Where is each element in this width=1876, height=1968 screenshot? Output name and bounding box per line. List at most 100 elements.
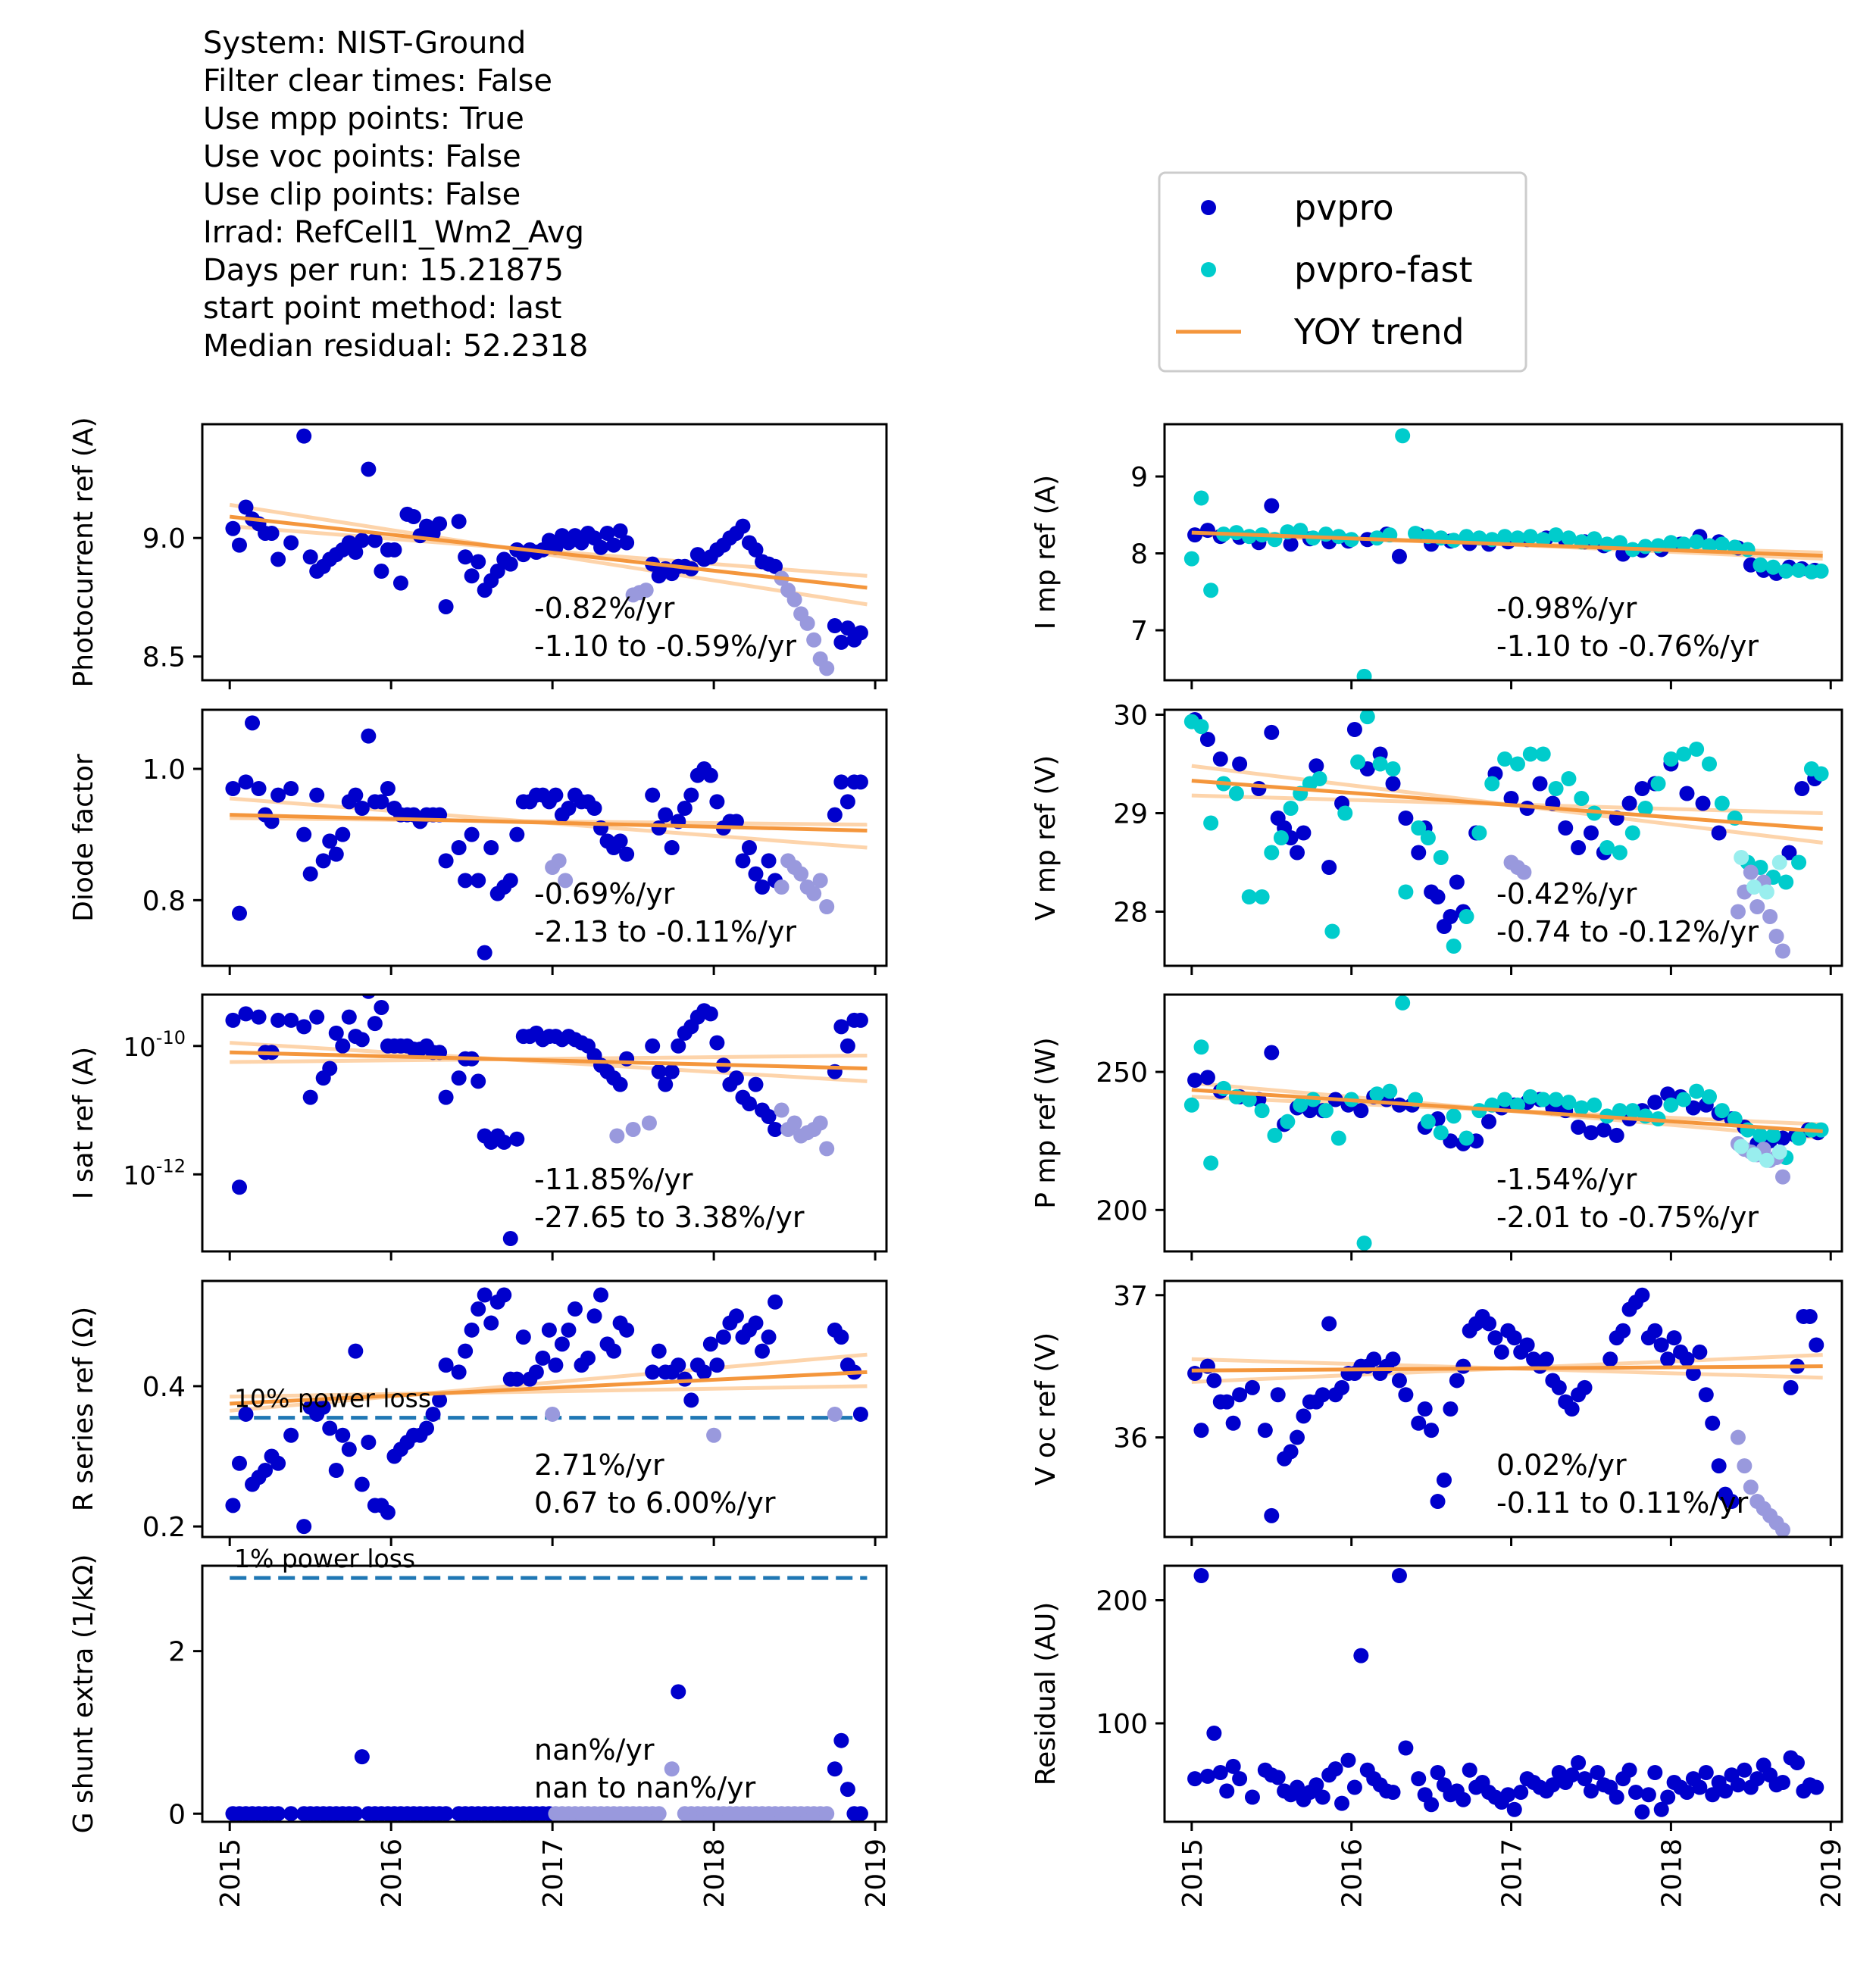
series-pvpro-fast-excluded [1734, 850, 1787, 900]
data-point [1443, 909, 1459, 924]
data-point [1212, 1765, 1228, 1780]
trend-annotation: -1.10 to -0.76%/yr [1496, 629, 1759, 663]
data-point [1676, 536, 1692, 552]
info-use-clip: Use clip points: False [203, 177, 521, 212]
trend-annotation: -0.11 to 0.11%/yr [1496, 1486, 1749, 1520]
data-point [833, 774, 849, 790]
data-point [741, 840, 757, 855]
info-system: System: NIST-Ground [203, 26, 527, 61]
data-point [1548, 781, 1564, 796]
panel-8: 36 37 V oc ref (V) 0.02%/yr -0.11 to 0.11%/y… [1030, 1279, 1843, 1546]
data-point [1509, 530, 1525, 546]
legend-label: YOY trend [1293, 311, 1465, 352]
data-point [1768, 929, 1784, 944]
plot-area [1183, 428, 1829, 680]
data-point [1264, 845, 1280, 861]
data-point [728, 1070, 744, 1086]
trend-ci-line [230, 1384, 868, 1399]
trend-annotation: -2.01 to -0.75%/yr [1496, 1201, 1759, 1234]
data-point [1679, 1351, 1695, 1367]
data-point [1487, 1330, 1503, 1346]
data-point [728, 814, 744, 829]
data-point [1430, 1765, 1446, 1780]
data-point [1391, 1568, 1407, 1583]
data-point [1446, 939, 1462, 954]
data-point [238, 774, 254, 790]
data-point [302, 866, 318, 882]
data-point [1774, 1775, 1790, 1790]
x-tick-label: 2018 [1656, 1838, 1687, 1908]
data-point [354, 1749, 370, 1765]
data-point [1711, 1458, 1727, 1474]
data-point [1660, 1351, 1676, 1367]
data-point [671, 1038, 686, 1054]
data-point [1759, 1152, 1774, 1168]
data-point [502, 556, 518, 572]
data-point [671, 1357, 686, 1373]
data-point [1193, 719, 1209, 735]
data-point [1609, 1789, 1624, 1805]
data-point [1791, 1130, 1807, 1146]
y-tick-label: 0.2 [142, 1512, 186, 1543]
data-point [1327, 1761, 1343, 1777]
data-point [1689, 1083, 1705, 1099]
info-irrad: Irrad: RefCell1_Wm2_Avg [203, 215, 585, 250]
data-point [1411, 845, 1427, 861]
data-point [1647, 1323, 1663, 1339]
y-tick-label: 28 [1113, 898, 1148, 929]
data-point [735, 518, 751, 534]
data-point [548, 787, 564, 803]
data-point [761, 1329, 777, 1345]
data-point [1602, 1351, 1618, 1367]
y-tick-label: 9.0 [142, 523, 186, 554]
series-pvpro [225, 995, 868, 1247]
plot-area [225, 1576, 868, 1822]
data-point [548, 1357, 564, 1373]
data-point [1532, 776, 1548, 792]
data-point [1283, 1444, 1299, 1460]
data-point [827, 1761, 843, 1777]
data-point [541, 1322, 557, 1338]
data-point [354, 801, 370, 816]
data-point [709, 1035, 725, 1051]
trend-annotation: -0.69%/yr [534, 877, 675, 911]
panel-10: 2015 2016 2017 2018 2019 100 200 Residual (AU) [1030, 1564, 1847, 1908]
data-point [1705, 1787, 1721, 1803]
data-point [567, 1301, 583, 1317]
data-point [545, 1406, 561, 1422]
data-point [1309, 758, 1324, 774]
data-point [840, 620, 855, 636]
y-tick-label: 9 [1130, 462, 1148, 493]
info-use-mpp: Use mpp points: True [203, 102, 524, 136]
info-median-residual: Median residual: 52.2318 [203, 329, 589, 364]
data-point [1433, 850, 1449, 865]
data-point [1689, 742, 1705, 757]
data-point [1187, 1366, 1203, 1382]
data-point [392, 575, 408, 591]
y-axis-label: I sat ref (A) [68, 1047, 99, 1199]
y-tick-label: 2 [168, 1637, 186, 1668]
data-point [1225, 1415, 1241, 1431]
plot-frame [1163, 1279, 1843, 1538]
data-point [1346, 1779, 1362, 1795]
panel-4: 28 29 30 V mp ref (V) -0.42%/yr -0.74 to -0.1… [1030, 701, 1843, 975]
data-point [1219, 1783, 1235, 1799]
data-point [419, 1420, 435, 1436]
data-point [1296, 1408, 1312, 1424]
data-point [1612, 845, 1627, 861]
data-point [1411, 1415, 1427, 1431]
series-pvpro-excluded [625, 570, 835, 676]
data-point [645, 787, 661, 803]
data-point [1774, 1522, 1790, 1537]
data-point [1701, 538, 1717, 554]
data-point [231, 1179, 247, 1195]
data-point [833, 634, 849, 650]
data-point [1484, 776, 1500, 792]
data-point [296, 826, 312, 842]
data-point [586, 1308, 602, 1324]
data-point [270, 1806, 286, 1822]
data-point [768, 1121, 783, 1137]
data-point [768, 558, 783, 574]
trend-annotation: nan to nan%/yr [534, 1771, 756, 1804]
data-point [270, 551, 286, 567]
